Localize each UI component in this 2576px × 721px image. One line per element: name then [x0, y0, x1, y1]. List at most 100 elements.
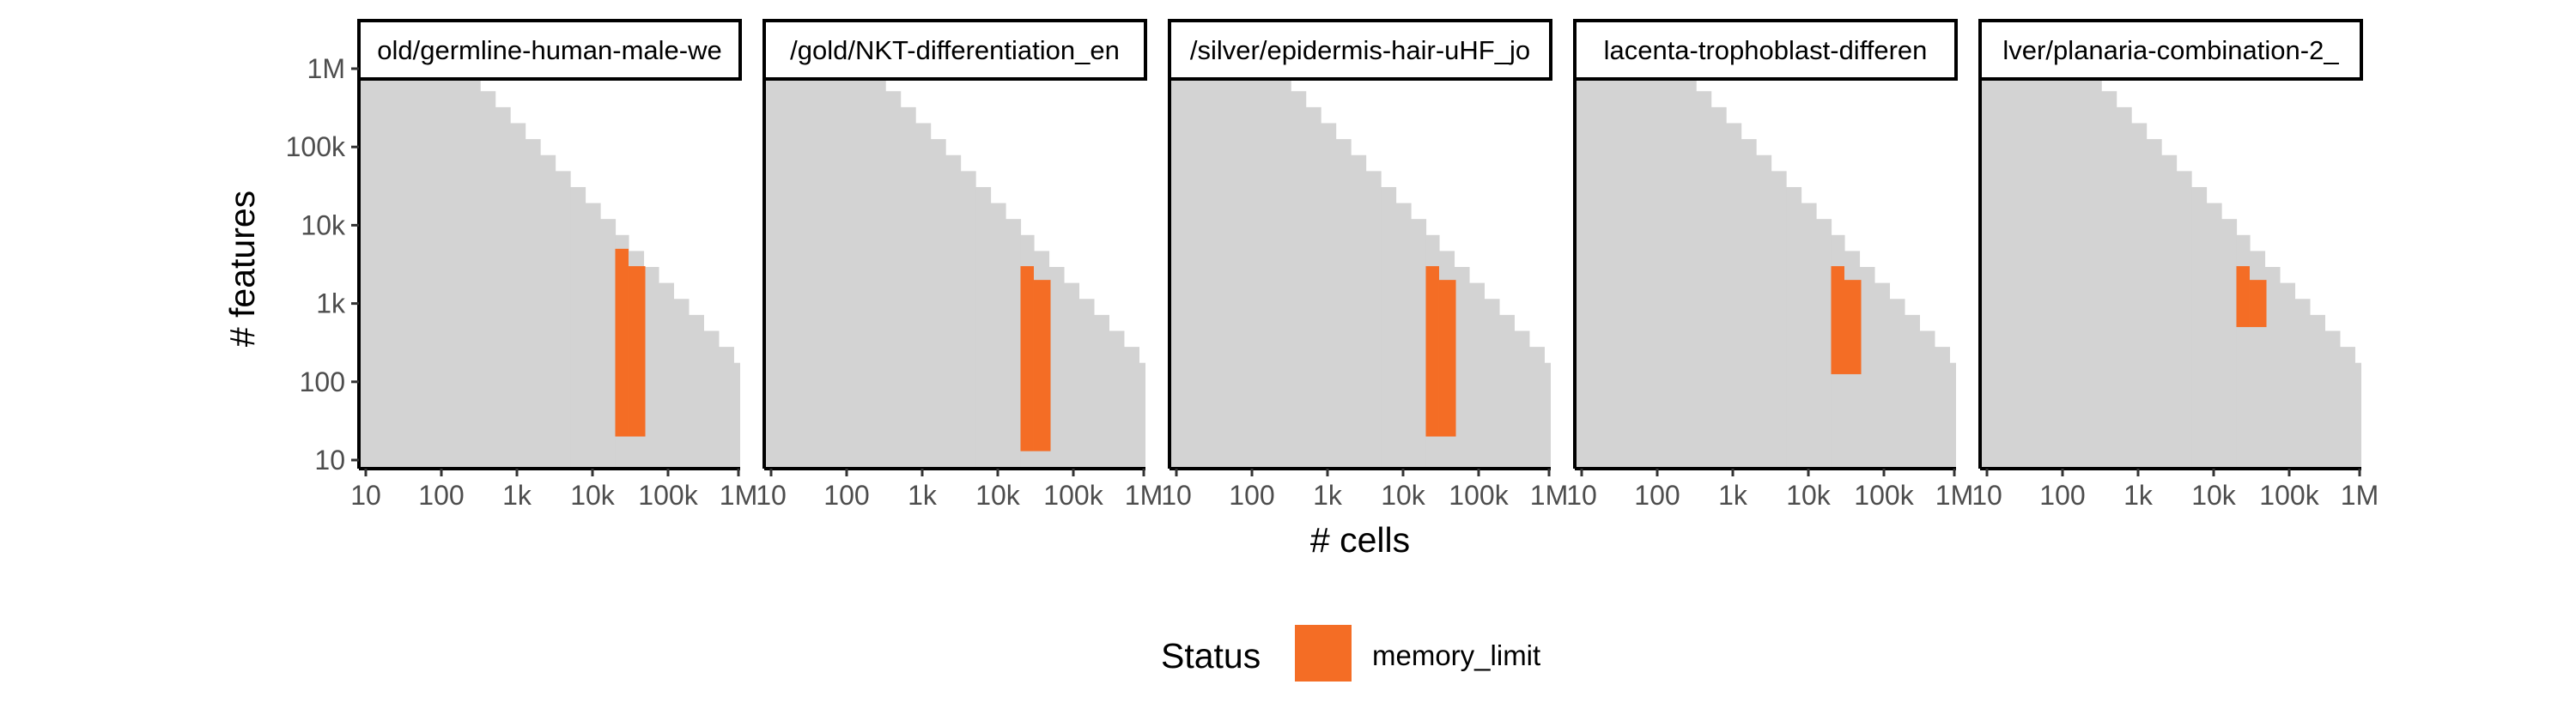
background-cell: [764, 69, 811, 469]
background-cell: [1771, 171, 1787, 469]
x-tick-label: 1k: [502, 480, 532, 511]
background-cell: [1365, 171, 1382, 469]
y-tick-label: 1k: [316, 288, 346, 319]
x-tick-label: 1M: [2341, 480, 2379, 511]
background-cell: [673, 299, 690, 469]
background-cell: [555, 171, 571, 469]
background-cell: [915, 123, 932, 469]
background-cell: [2370, 379, 2385, 469]
facet-panel-5: lver/planaria-combination-2_ 10 100 1k 10k 10…: [1971, 19, 2430, 511]
background-cell: [450, 69, 466, 469]
background-cell: [2101, 91, 2117, 469]
background-cell: [1874, 282, 1891, 469]
status-cell-memory-limit: [1438, 280, 1456, 437]
background-cell: [480, 91, 496, 469]
background-cell: [1351, 154, 1367, 469]
background-cell: [1261, 69, 1277, 469]
status-cell-memory-limit: [2249, 280, 2267, 328]
legend-key-memory-limit: [1295, 625, 1352, 682]
x-axis-title: # cells: [1310, 520, 1410, 560]
background-cell: [434, 69, 451, 469]
background-cell: [525, 139, 541, 469]
background-cell: [1498, 314, 1515, 469]
x-tick-label: 1k: [2123, 480, 2154, 511]
background-cell: [900, 106, 916, 469]
background-cell: [733, 362, 740, 469]
background-cell: [1889, 299, 1905, 469]
x-tick-label: 100k: [1043, 480, 1103, 511]
panels: old/germline-human-male-we 10 100 1k 10k 100k…: [350, 19, 2430, 511]
background-cell: [510, 123, 526, 469]
facet-strip: [357, 19, 742, 81]
background-cell: [870, 75, 886, 469]
facet-strip-label: lacenta-trophoblast-differen: [1604, 35, 1928, 65]
y-tick-label: 10: [314, 445, 345, 476]
x-tick-label: 10k: [1786, 480, 1832, 511]
background-cell: [930, 139, 946, 469]
x-tick-label: 1M: [1125, 480, 1163, 511]
background-cell: [2294, 299, 2311, 469]
background-cell: [2415, 427, 2430, 469]
background-cell: [1484, 299, 1500, 469]
background-cell: [688, 314, 704, 469]
background-cell: [975, 186, 992, 469]
background-cell: [585, 203, 601, 469]
background-cell: [1680, 75, 1697, 469]
panel-body: [1170, 69, 1551, 469]
background-cell: [825, 69, 841, 469]
background-cell: [1696, 91, 1712, 469]
x-tick-label: 10k: [570, 480, 616, 511]
background-cell: [1756, 154, 1772, 469]
y-tick-label: 100k: [286, 131, 346, 162]
background-cell: [2071, 69, 2087, 469]
background-cell: [1078, 299, 1095, 469]
background-cell: [495, 106, 511, 469]
background-cell: [1904, 314, 1920, 469]
facet-strip: [762, 19, 1147, 81]
background-cell: [1093, 314, 1109, 469]
background-cell: [1949, 362, 1956, 469]
legend-title: Status: [1161, 636, 1261, 676]
x-tick-label: 100k: [1449, 480, 1509, 511]
x-tick-label: 1M: [1935, 480, 1973, 511]
background-cell: [420, 69, 436, 469]
background-cell: [2279, 282, 2296, 469]
background-cell: [2146, 139, 2162, 469]
background-cell: [1275, 75, 1291, 469]
facet-strip: [1978, 19, 2363, 81]
background-cell: [465, 75, 481, 469]
x-tick-label: 10: [350, 480, 381, 511]
background-cell: [945, 154, 962, 469]
background-cell: [2161, 154, 2178, 469]
background-cell: [359, 69, 406, 469]
background-cell: [1454, 267, 1470, 469]
background-cell: [1859, 267, 1875, 469]
x-tick-label: 100: [823, 480, 869, 511]
background-cell: [1395, 203, 1412, 469]
background-cell: [1170, 69, 1217, 469]
background-cell: [1514, 330, 1530, 469]
x-tick-label: 10: [1566, 480, 1597, 511]
background-cell: [1816, 219, 1832, 469]
background-cell: [1980, 69, 2027, 469]
x-tick-label: 1M: [720, 480, 757, 511]
y-axis-title: # features: [222, 191, 262, 347]
background-cell: [1710, 106, 1727, 469]
background-cell: [1965, 379, 1980, 469]
y-axis: 10 100 1k 10k 100k 1M: [286, 53, 359, 476]
background-cell: [2086, 75, 2102, 469]
background-cell: [1934, 347, 1950, 469]
x-tick-label: 10k: [2191, 480, 2237, 511]
background-cell: [2385, 395, 2400, 469]
legend: Status memory_limit: [1161, 625, 1540, 682]
background-cell: [1305, 106, 1321, 469]
background-cell: [703, 330, 720, 469]
facet-panel-2: /gold/NKT-differentiation_en 10 100 1k 10k 10…: [756, 19, 1163, 511]
status-cell-memory-limit: [2236, 266, 2250, 328]
background-cell: [2056, 69, 2072, 469]
background-cell: [960, 171, 976, 469]
x-tick-label: 10: [756, 480, 787, 511]
background-cell: [2206, 203, 2222, 469]
x-tick-label: 1k: [1313, 480, 1343, 511]
facet-strip-label: /gold/NKT-differentiation_en: [790, 35, 1120, 65]
